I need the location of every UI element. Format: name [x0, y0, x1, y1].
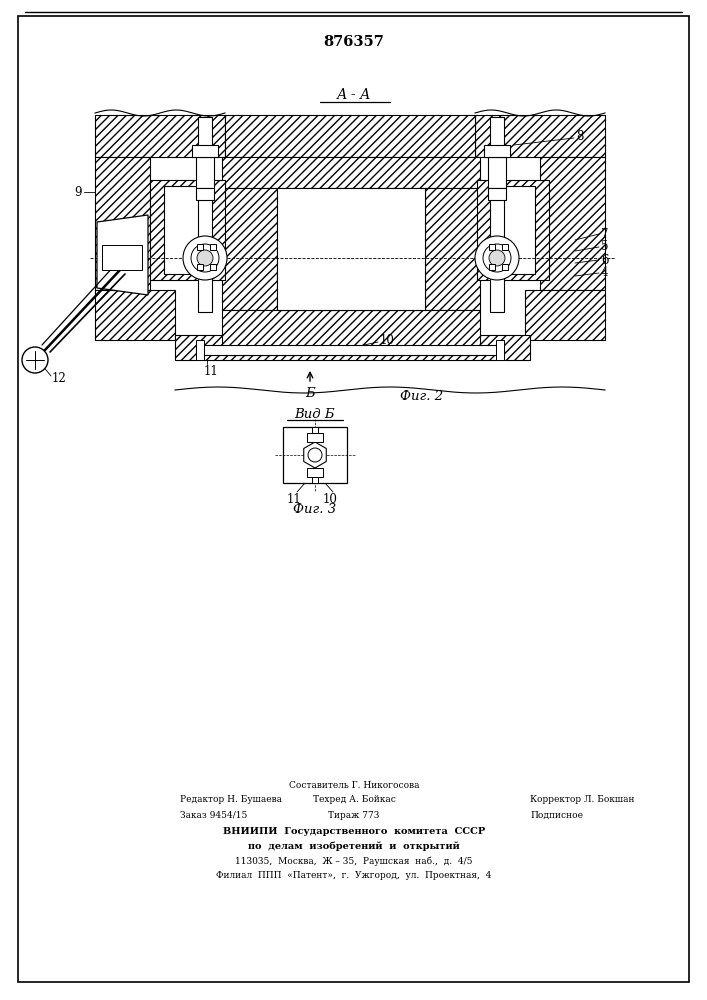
Bar	[196, 345, 504, 355]
Text: Тираж 773: Тираж 773	[328, 810, 380, 820]
Text: 10: 10	[323, 493, 338, 506]
Bar	[475, 115, 605, 157]
Circle shape	[22, 347, 48, 373]
Text: ВНИИПИ  Государственного  комитета  СССР: ВНИИПИ Государственного комитета СССР	[223, 826, 485, 836]
Text: 6: 6	[601, 253, 609, 266]
Bar	[502, 264, 508, 270]
Circle shape	[191, 244, 219, 272]
Bar	[225, 115, 475, 157]
Bar	[150, 180, 225, 280]
Bar	[484, 145, 510, 157]
Bar	[197, 264, 203, 270]
Bar	[488, 188, 506, 200]
Bar	[95, 157, 150, 290]
Bar	[102, 245, 142, 270]
Text: А - А: А - А	[337, 88, 371, 102]
Text: по  делам  изобретений  и  открытий: по делам изобретений и открытий	[248, 841, 460, 851]
Bar	[196, 188, 214, 200]
Bar	[198, 117, 212, 312]
Bar	[197, 244, 203, 250]
Text: Б: Б	[305, 387, 315, 400]
Bar	[196, 157, 214, 188]
Bar	[491, 186, 535, 274]
Bar	[196, 340, 204, 360]
Text: 12: 12	[52, 371, 66, 384]
Text: 876357: 876357	[324, 35, 385, 49]
Circle shape	[197, 250, 213, 266]
Bar	[192, 145, 218, 157]
Bar	[489, 244, 495, 250]
Bar	[425, 188, 480, 310]
Bar	[312, 477, 318, 483]
Bar	[490, 117, 504, 312]
Bar	[210, 264, 216, 270]
Circle shape	[483, 244, 511, 272]
Bar	[540, 157, 605, 290]
Bar	[175, 335, 530, 360]
Bar	[210, 244, 216, 250]
Text: Фиг. 3: Фиг. 3	[293, 503, 337, 516]
Bar	[312, 427, 318, 433]
Text: Техред А. Бойкас: Техред А. Бойкас	[312, 796, 395, 804]
Polygon shape	[97, 215, 148, 295]
Text: Корректор Л. Бокшан: Корректор Л. Бокшан	[530, 796, 634, 804]
Bar	[283, 427, 347, 483]
Text: Подписное: Подписное	[530, 810, 583, 820]
Polygon shape	[304, 442, 326, 468]
Text: 8: 8	[576, 130, 583, 143]
Text: Заказ 9454/15: Заказ 9454/15	[180, 810, 247, 820]
Bar	[502, 244, 508, 250]
Text: 5: 5	[601, 240, 609, 253]
Text: 11: 11	[204, 365, 218, 378]
Text: Редактор Н. Бушаева: Редактор Н. Бушаева	[180, 796, 282, 804]
Bar	[277, 188, 425, 310]
Text: 9: 9	[74, 186, 82, 198]
Bar	[95, 115, 225, 157]
Bar	[222, 157, 480, 188]
Bar	[307, 433, 323, 442]
Circle shape	[183, 236, 227, 280]
Bar	[489, 264, 495, 270]
Bar	[95, 290, 175, 340]
Bar	[488, 157, 506, 188]
Text: Составитель Г. Никогосова: Составитель Г. Никогосова	[288, 780, 419, 790]
Bar	[525, 290, 605, 340]
Bar	[496, 340, 504, 360]
Text: 4: 4	[601, 266, 609, 279]
Circle shape	[308, 448, 322, 462]
Text: 11: 11	[287, 493, 302, 506]
Bar	[477, 180, 549, 280]
Bar	[222, 188, 277, 310]
Text: Фиг. 2: Фиг. 2	[400, 390, 443, 403]
Bar	[307, 468, 323, 477]
Circle shape	[475, 236, 519, 280]
Text: 7: 7	[601, 228, 609, 240]
Text: Вид Б: Вид Б	[295, 408, 335, 420]
Text: 10: 10	[380, 334, 395, 347]
Bar	[222, 310, 480, 355]
Circle shape	[489, 250, 505, 266]
Text: Филиал  ППП  «Патент»,  г.  Ужгород,  ул.  Проектная,  4: Филиал ППП «Патент», г. Ужгород, ул. Про…	[216, 871, 491, 880]
Text: 113035,  Москва,  Ж – 35,  Раушская  наб.,  д.  4/5: 113035, Москва, Ж – 35, Раушская наб., д…	[235, 856, 473, 866]
Bar	[164, 186, 211, 274]
